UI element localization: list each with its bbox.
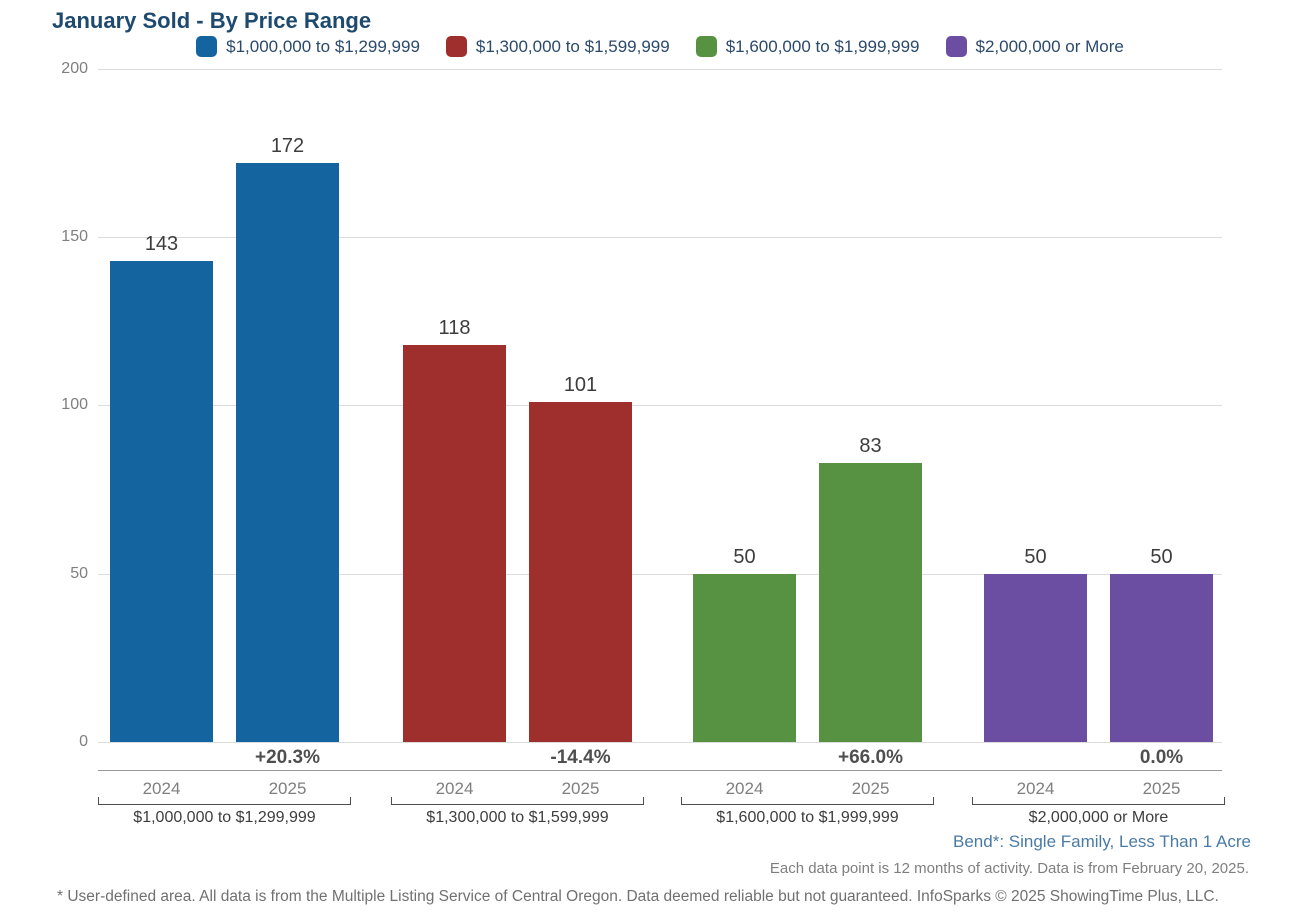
legend-item-0[interactable]: $1,000,000 to $1,299,999 <box>196 36 420 57</box>
legend-item-3[interactable]: $2,000,000 or More <box>945 36 1124 57</box>
bar-value-label: 50 <box>1150 546 1173 568</box>
legend-item-label: $1,600,000 to $1,999,999 <box>725 36 920 56</box>
legend-item-label: $2,000,000 or More <box>975 36 1124 56</box>
group-bracket <box>98 797 351 805</box>
bar-2025-group2[interactable] <box>819 463 922 742</box>
year-label: 2024 <box>725 779 764 798</box>
bar-2024-group1[interactable] <box>403 345 506 742</box>
area-description: Bend*: Single Family, Less Than 1 Acre <box>953 832 1251 851</box>
legend-item-1[interactable]: $1,300,000 to $1,599,999 <box>445 36 670 57</box>
year-label: 2025 <box>561 779 600 798</box>
group-range-label: $2,000,000 or More <box>1028 809 1169 826</box>
y-axis-label: 100 <box>61 396 88 413</box>
group-range-label: $1,000,000 to $1,299,999 <box>133 809 316 826</box>
bar-value-label: 143 <box>144 233 179 255</box>
legend: $1,000,000 to $1,299,999 $1,300,000 to $1… <box>98 36 1222 57</box>
disclaimer: * User-defined area. All data is from th… <box>57 888 1219 905</box>
group-range-label: $1,600,000 to $1,999,999 <box>716 809 899 826</box>
year-label: 2024 <box>1016 779 1055 798</box>
group-bracket <box>681 797 934 805</box>
bar-value-label: 172 <box>270 135 305 157</box>
chart-title: January Sold - By Price Range <box>52 8 372 33</box>
gridline-y0 <box>98 742 1222 743</box>
percent-change-label: +66.0% <box>838 747 903 768</box>
percent-change-label: 0.0% <box>1139 747 1184 768</box>
group-range-label: $1,300,000 to $1,599,999 <box>426 809 609 826</box>
data-note: Each data point is 12 months of activity… <box>769 860 1249 877</box>
y-axis-label: 0 <box>79 733 88 750</box>
x-axis-line <box>98 770 1222 771</box>
bar-value-label: 101 <box>563 374 598 396</box>
legend-swatch-icon <box>445 36 467 57</box>
bar-2024-group0[interactable] <box>110 261 213 742</box>
gridline-y100 <box>98 405 1222 406</box>
gridline-y200 <box>98 69 1222 70</box>
legend-swatch-icon <box>945 36 967 57</box>
bar-2024-group2[interactable] <box>693 574 796 742</box>
group-bracket <box>391 797 644 805</box>
year-label: 2024 <box>142 779 181 798</box>
percent-change-label: +20.3% <box>255 747 320 768</box>
bar-2024-group3[interactable] <box>984 574 1087 742</box>
legend-swatch-icon <box>196 36 218 57</box>
bar-value-label: 83 <box>859 435 882 457</box>
bar-value-label: 118 <box>438 317 471 339</box>
legend-item-2[interactable]: $1,600,000 to $1,999,999 <box>695 36 920 57</box>
year-label: 2025 <box>1142 779 1181 798</box>
bar-2025-group3[interactable] <box>1110 574 1213 742</box>
year-label: 2025 <box>851 779 890 798</box>
percent-change-label: -14.4% <box>550 747 611 768</box>
bar-2025-group1[interactable] <box>529 402 632 742</box>
legend-item-label: $1,000,000 to $1,299,999 <box>226 36 420 56</box>
bar-value-label: 50 <box>1024 546 1047 568</box>
y-axis-label: 50 <box>70 565 88 582</box>
year-label: 2025 <box>268 779 307 798</box>
bar-2025-group0[interactable] <box>236 163 339 742</box>
group-bracket <box>972 797 1225 805</box>
bar-value-label: 50 <box>733 546 756 568</box>
gridline-y50 <box>98 574 1222 575</box>
y-axis-label: 200 <box>61 60 88 77</box>
year-label: 2024 <box>435 779 474 798</box>
legend-swatch-icon <box>695 36 717 57</box>
gridline-y150 <box>98 237 1222 238</box>
y-axis-label: 150 <box>61 228 88 245</box>
legend-item-label: $1,300,000 to $1,599,999 <box>475 36 670 56</box>
